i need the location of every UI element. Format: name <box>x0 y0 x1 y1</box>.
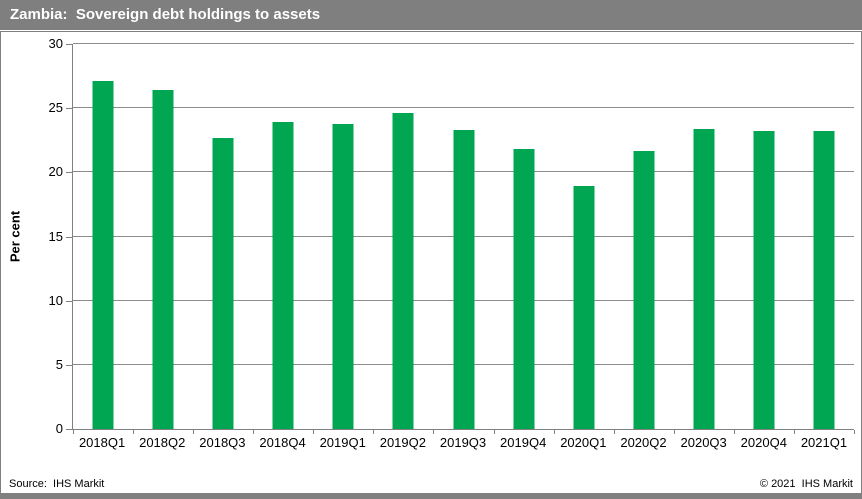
bar-slot-2019Q4 <box>494 44 554 429</box>
gridline-30 <box>73 43 854 44</box>
bar-2020Q1 <box>573 186 595 429</box>
bar-slot-2018Q2 <box>133 44 193 429</box>
bar-slot-2019Q3 <box>433 44 493 429</box>
x-axis-label-2019Q1: 2019Q1 <box>319 435 366 450</box>
x-axis-label-2019Q4: 2019Q4 <box>500 435 547 450</box>
y-axis-tick-label: 15 <box>48 228 63 244</box>
chart-title-bar: Zambia: Sovereign debt holdings to asset… <box>0 0 862 30</box>
x-axis-tick <box>493 430 495 434</box>
x-axis-tick <box>854 430 855 434</box>
x-axis-label-2021Q1: 2021Q1 <box>800 435 848 450</box>
x-axis-tick <box>433 430 435 434</box>
y-axis-tick-label: 10 <box>48 292 63 308</box>
bar-2018Q3 <box>212 137 234 429</box>
x-axis-tick <box>253 430 255 434</box>
y-axis-tick-label: 30 <box>48 36 63 51</box>
y-axis-tick-label: 20 <box>48 164 63 180</box>
x-axis-label-2020Q1: 2020Q1 <box>560 435 607 450</box>
bar-series <box>73 44 854 429</box>
bar-2019Q4 <box>513 149 535 429</box>
x-axis-labels: 2018Q1 2018Q2 2018Q3 2018Q4 2019Q1 2019Q2 2019… <box>72 435 854 450</box>
bar-slot-2020Q2 <box>614 44 674 429</box>
bar-2021Q1 <box>813 131 835 429</box>
x-axis-label-2019Q2: 2019Q2 <box>379 435 426 450</box>
source-text: Source: IHS Markit <box>9 478 105 490</box>
x-axis-tick <box>133 430 135 434</box>
x-axis-tick <box>313 430 315 434</box>
x-axis-tick <box>733 430 735 434</box>
x-axis-label-2018Q4: 2018Q4 <box>259 435 306 450</box>
x-axis-tick <box>673 430 675 434</box>
bar-slot-2020Q4 <box>734 44 794 429</box>
x-axis-label-2020Q4: 2020Q4 <box>740 435 787 450</box>
bar-2019Q3 <box>453 129 474 429</box>
bar-2018Q4 <box>272 122 294 429</box>
bar-2019Q2 <box>392 113 414 429</box>
x-axis-label-2018Q1: 2018Q1 <box>78 435 126 450</box>
bar-2020Q2 <box>633 150 655 429</box>
bar-slot-2019Q1 <box>313 44 373 429</box>
y-axis-tick <box>66 108 72 110</box>
x-axis-tick <box>553 430 555 434</box>
bar-2019Q1 <box>332 123 354 429</box>
y-axis-tick <box>66 364 72 366</box>
y-axis-tick-label: 5 <box>55 356 63 372</box>
x-axis-tick <box>193 430 195 434</box>
copyright-text: © 2021 IHS Markit <box>759 478 853 490</box>
y-axis-tick-label: 25 <box>48 100 63 116</box>
x-axis-label-2020Q3: 2020Q3 <box>680 435 727 450</box>
x-axis-label-2018Q3: 2018Q3 <box>199 435 246 450</box>
bar-slot-2021Q1 <box>794 44 854 429</box>
y-axis-tick-label: 0 <box>55 421 63 436</box>
x-axis-tick <box>73 430 74 434</box>
y-axis-tick <box>66 172 72 174</box>
x-axis-tick <box>373 430 375 434</box>
bar-slot-2019Q2 <box>373 44 433 429</box>
x-axis-tick <box>613 430 615 434</box>
bar-slot-2020Q3 <box>674 44 734 429</box>
bar-2018Q2 <box>152 90 174 429</box>
bar-2020Q3 <box>693 128 715 429</box>
y-axis-tick <box>66 300 72 302</box>
bar-2020Q4 <box>753 131 775 429</box>
bar-2018Q1 <box>92 81 114 429</box>
x-axis-label-2019Q3: 2019Q3 <box>439 435 487 450</box>
bar-slot-2018Q4 <box>253 44 313 429</box>
bar-slot-2018Q1 <box>73 44 133 429</box>
gridline-25 <box>73 107 854 109</box>
y-axis-tick <box>66 429 72 430</box>
y-axis-tick <box>66 44 72 45</box>
y-axis-tick <box>66 236 72 238</box>
bottom-strip <box>0 494 862 499</box>
bar-slot-2018Q3 <box>193 44 253 429</box>
plot-area <box>72 43 855 434</box>
x-axis-label-2020Q2: 2020Q2 <box>620 435 667 450</box>
x-axis-label-2018Q2: 2018Q2 <box>139 435 186 450</box>
bar-slot-2020Q1 <box>554 44 614 429</box>
x-axis-tick <box>793 430 795 434</box>
chart-panel: Per cent 0 5 10 15 20 25 30 2018Q1 2018Q2 2018Q3… <box>0 31 862 494</box>
